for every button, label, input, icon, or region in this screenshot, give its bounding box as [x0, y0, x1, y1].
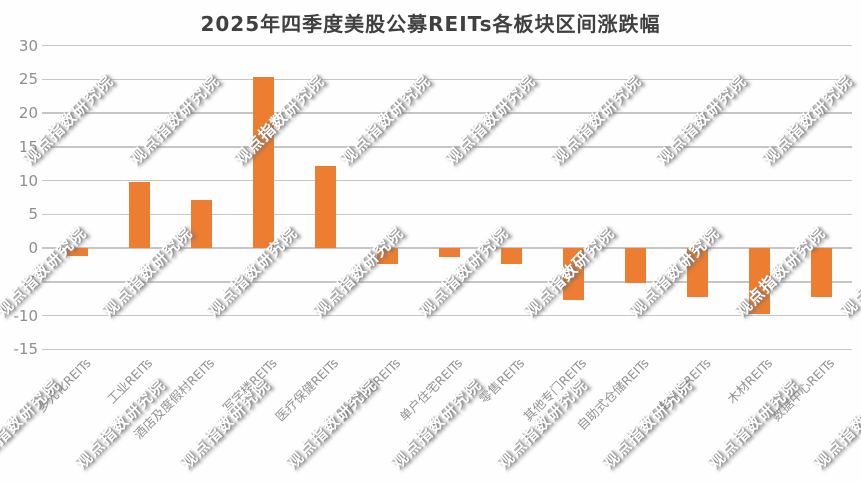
- bar-1: [129, 181, 150, 248]
- bar-4: [315, 165, 336, 248]
- gridline: [42, 179, 852, 182]
- bar-8: [563, 248, 584, 300]
- x-axis-category-label: 零售REITs: [476, 355, 528, 407]
- y-axis-tick-label: 30: [18, 36, 38, 55]
- gridline: [42, 112, 852, 114]
- watermark: 观点指数研究院: [441, 71, 539, 169]
- watermark: 观点指数研究院: [279, 372, 380, 473]
- watermark: 观点指数研究院: [546, 71, 645, 169]
- y-axis-tick-label: -5: [23, 272, 38, 291]
- chart-title: 2025年四季度美股公募REITs各板块区间涨跌幅: [200, 12, 661, 36]
- bar-11: [749, 248, 770, 315]
- watermark: 观点指数研究院: [834, 220, 861, 321]
- watermark: 观点指数研究院: [0, 372, 64, 473]
- gridline: [42, 44, 852, 47]
- bar-2: [191, 200, 212, 248]
- watermark: 观点指数研究院: [230, 71, 328, 169]
- gridline: [42, 348, 852, 350]
- y-axis-tick-label: 25: [18, 70, 38, 89]
- gridline: [42, 146, 852, 148]
- watermark: 观点指数研究院: [517, 220, 618, 321]
- gridline: [42, 213, 852, 215]
- watermark: 观点指数研究院: [757, 71, 856, 169]
- y-axis-tick-label: 10: [18, 171, 38, 190]
- bar-7: [501, 248, 522, 265]
- y-axis-tick-label: 15: [18, 137, 38, 156]
- y-axis-tick-label: -10: [13, 306, 39, 325]
- gridline: [42, 281, 852, 283]
- y-axis-tick-label: 0: [28, 239, 38, 257]
- y-axis-tick-label: -15: [13, 340, 39, 359]
- bar-12: [811, 248, 832, 298]
- y-axis-tick-label: 5: [28, 205, 38, 224]
- bar-10: [687, 248, 708, 298]
- watermark: 观点指数研究院: [335, 71, 434, 169]
- y-axis-tick-label: 20: [18, 104, 38, 122]
- gridline: [42, 78, 852, 80]
- watermark: 观点指数研究院: [652, 71, 750, 169]
- gridline: [42, 314, 852, 317]
- bar-0: [67, 248, 88, 257]
- bar-5: [377, 248, 398, 265]
- bar-9: [625, 248, 646, 284]
- watermark: 观点指数研究院: [201, 220, 302, 321]
- watermark: 观点指数研究院: [124, 71, 223, 169]
- bar-6: [439, 248, 460, 258]
- bar-3: [253, 76, 274, 248]
- watermark: 观点指数研究院: [412, 220, 513, 321]
- watermark: 观点指数研究院: [0, 220, 91, 321]
